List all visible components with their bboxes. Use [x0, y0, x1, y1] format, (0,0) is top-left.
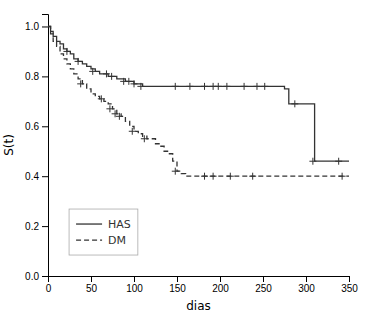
tick-mark [42, 26, 48, 27]
survival-line [48, 26, 349, 176]
censor-mark [201, 173, 208, 180]
tick: 0 [46, 276, 52, 294]
tick: 300 [298, 276, 315, 294]
censor-mark [172, 83, 179, 90]
tick-label: 150 [169, 283, 186, 294]
y-axis: 0.0 0.2 0.4 0.6 0.8 1.0 [25, 15, 48, 282]
tick-label: 250 [255, 283, 272, 294]
censor-mark [201, 83, 208, 90]
tick-label: 0.4 [25, 171, 39, 182]
x-axis: 0 50 100 150 200 250 300 350 [46, 276, 359, 294]
legend-label: HAS [108, 218, 131, 231]
tick-label: 100 [126, 283, 143, 294]
tick: 0.6 [25, 121, 48, 132]
tick-mark [42, 276, 48, 277]
plot: 0 50 100 150 200 250 300 350 0.0 0.2 0.4 0.6 0.8 1.0 H… [25, 15, 358, 295]
tick: 1.0 [25, 21, 48, 32]
tick-mark [263, 276, 264, 282]
censor-mark [141, 135, 148, 142]
axis-line [42, 15, 49, 277]
tick-label: 0.6 [25, 121, 39, 132]
tick-mark [177, 276, 178, 282]
censor-mark [89, 68, 96, 75]
axis-line [49, 277, 350, 283]
censor-mark [98, 95, 105, 102]
tick-label: 0.2 [25, 221, 39, 232]
censor-mark [241, 83, 248, 90]
tick: 50 [86, 276, 98, 294]
censor-mark [77, 80, 84, 87]
censor-mark [116, 113, 123, 120]
tick-label: 0.0 [25, 271, 39, 282]
tick-label: 1.0 [25, 21, 39, 32]
legend-label: DM [108, 234, 126, 247]
censor-mark [249, 173, 256, 180]
tick: 0.0 [25, 271, 48, 282]
legend-item: DM [76, 234, 126, 247]
tick-mark [42, 126, 48, 127]
tick: 0.2 [25, 221, 48, 232]
tick-mark [42, 76, 48, 77]
censor-mark [75, 58, 82, 65]
censor-mark [261, 83, 268, 90]
legend: HAS DM [69, 209, 138, 255]
chart: 0 50 100 150 200 250 300 350 0.0 0.2 0.4 0.6 0.8 1.0 H… [0, 0, 365, 316]
tick: 100 [126, 276, 143, 294]
tick-mark [134, 276, 135, 282]
tick-mark [306, 276, 307, 282]
legend-swatch [76, 239, 102, 240]
legend-swatch [76, 223, 102, 224]
tick-mark [42, 176, 48, 177]
tick-label: 50 [86, 283, 98, 294]
tick-mark [220, 276, 221, 282]
tick: 250 [255, 276, 272, 294]
censor-mark [106, 105, 113, 112]
censor-mark [137, 83, 144, 90]
tick: 200 [212, 276, 229, 294]
tick-label: 350 [341, 283, 358, 294]
censor-mark [131, 80, 138, 87]
censor-mark [63, 48, 70, 55]
tick-mark [42, 226, 48, 227]
legend-item: HAS [76, 218, 131, 231]
censor-mark [215, 83, 222, 90]
censor-mark [129, 128, 136, 135]
censor-mark [227, 173, 234, 180]
y-axis-title: S(t) [2, 134, 16, 156]
censor-mark [186, 83, 193, 90]
censor-mark [339, 173, 346, 180]
tick: 150 [169, 276, 186, 294]
tick-label: 0 [46, 283, 52, 294]
censor-mark [172, 168, 179, 175]
tick: 0.4 [25, 171, 48, 182]
tick: 0.8 [25, 71, 48, 82]
tick-label: 0.8 [25, 71, 39, 82]
marks [48, 26, 349, 179]
censor-mark [335, 158, 342, 165]
censor-mark [108, 73, 115, 80]
censor-mark [253, 83, 260, 90]
tick-mark [349, 276, 350, 282]
tick-label: 300 [298, 283, 315, 294]
censor-mark [210, 173, 217, 180]
x-axis-title: dias [186, 299, 211, 313]
legend-box [69, 209, 138, 255]
censor-mark [223, 83, 230, 90]
censor-mark [291, 100, 298, 107]
tick: 350 [341, 276, 358, 294]
tick-mark [91, 276, 92, 282]
censor-mark [309, 158, 316, 165]
tick-label: 200 [212, 283, 229, 294]
